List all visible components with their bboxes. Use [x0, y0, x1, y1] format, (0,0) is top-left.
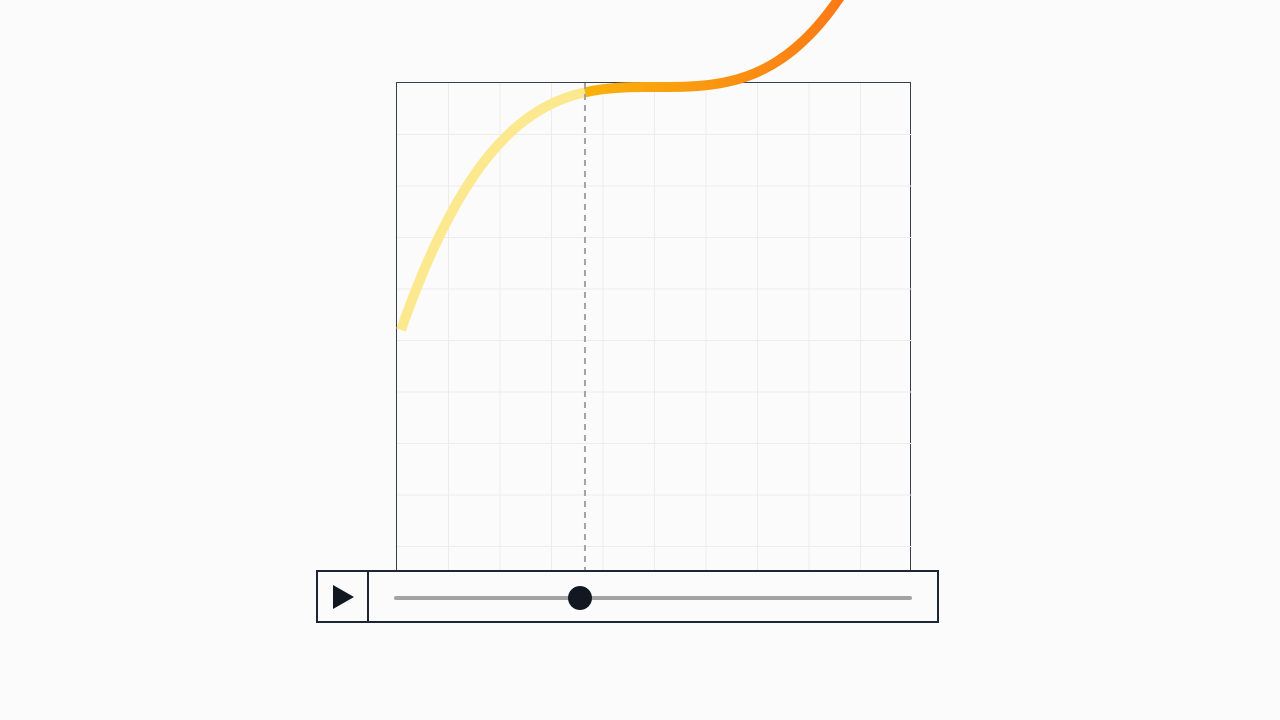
progress-slider[interactable]	[369, 572, 937, 621]
slider-thumb[interactable]	[568, 586, 593, 610]
playback-controls	[316, 570, 939, 623]
curve-remaining-segment	[583, 0, 844, 98]
grid-lines	[397, 83, 912, 573]
slider-track[interactable]	[394, 596, 912, 600]
easing-graph-svg	[396, 0, 912, 573]
easing-graph	[396, 0, 912, 573]
play-button[interactable]	[318, 572, 369, 621]
curve-played-segment	[396, 87, 587, 332]
play-icon	[332, 584, 354, 609]
